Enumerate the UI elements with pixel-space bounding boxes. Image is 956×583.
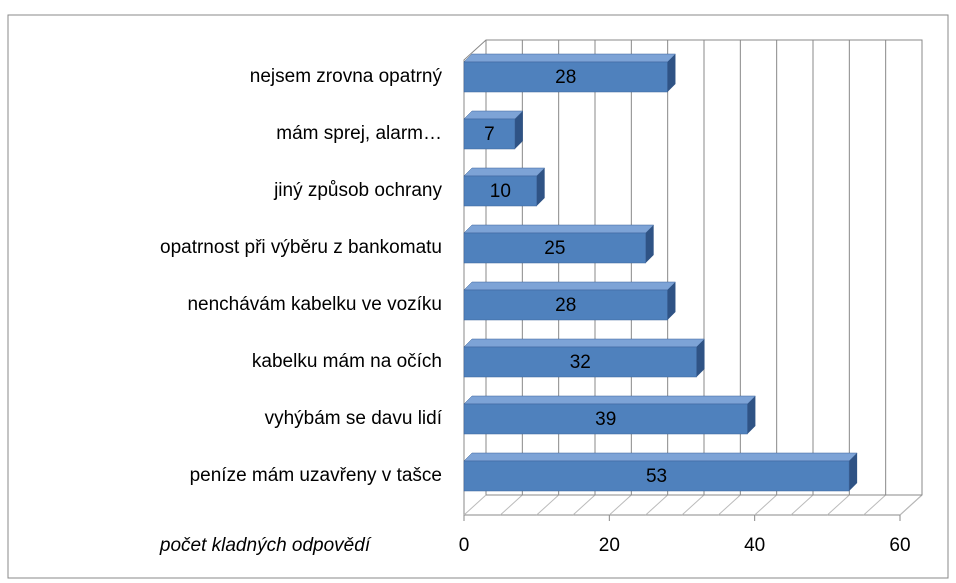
bar-side (514, 111, 523, 149)
bar-side (747, 396, 756, 434)
y-tick-label: mám sprej, alarm… (276, 123, 442, 144)
value-label: 32 (570, 352, 591, 373)
y-tick-label: kabelku mám na očích (252, 351, 442, 372)
x-tick-label: 0 (459, 535, 470, 556)
bar-side (645, 225, 654, 263)
floor-line (826, 494, 850, 516)
bar-top (463, 110, 524, 120)
y-tick-label: vyhýbám se davu lidí (265, 408, 443, 429)
x-tick-label: 40 (744, 535, 765, 556)
y-tick-label: jiný způsob ochrany (273, 180, 442, 201)
floor-line (499, 494, 523, 516)
floor-line (681, 494, 705, 516)
floor-line (463, 494, 487, 516)
y-tick-label: nejsem zrovna opatrný (250, 66, 443, 87)
bar (463, 118, 516, 150)
bar-top (463, 452, 858, 462)
value-label: 7 (484, 124, 495, 145)
y-tick-label: nenchávám kabelku ve vozíku (187, 294, 442, 315)
floor-line (608, 494, 632, 516)
y-tick-label: peníze mám uzavřeny v tašce (190, 465, 442, 486)
x-axis-label: počet kladných odpovědí (159, 535, 372, 556)
x-tick-label: 60 (889, 535, 910, 556)
floor-line (863, 494, 887, 516)
bar-top (463, 395, 757, 405)
bar-top (463, 224, 655, 234)
y-tick-label: opatrnost při výběru z bankomatu (160, 237, 442, 258)
value-label: 28 (555, 295, 576, 316)
bar-side (849, 453, 858, 491)
floor-line (899, 494, 923, 516)
floor-line (572, 494, 596, 516)
bar (463, 403, 748, 435)
floor-line (790, 494, 814, 516)
bar-top (463, 53, 677, 63)
bar (463, 175, 537, 207)
bar-top (463, 281, 677, 291)
bar (463, 61, 668, 93)
bar-side (667, 54, 676, 92)
bar (463, 460, 850, 492)
value-label: 39 (595, 409, 616, 430)
value-label: 10 (490, 181, 511, 202)
x-tick-label: 20 (599, 535, 620, 556)
bar (463, 289, 668, 321)
value-label: 28 (555, 67, 576, 88)
floor-line (645, 494, 669, 516)
floor-line (717, 494, 741, 516)
value-label: 53 (646, 466, 667, 487)
bar (463, 346, 697, 378)
floor-line (754, 494, 778, 516)
bar-side (536, 168, 545, 206)
bar-top (463, 338, 706, 348)
floor-line (536, 494, 560, 516)
bar-top (463, 167, 546, 177)
value-label: 25 (544, 238, 565, 259)
bar-side (667, 282, 676, 320)
bar-side (696, 339, 705, 377)
bar (463, 232, 646, 264)
